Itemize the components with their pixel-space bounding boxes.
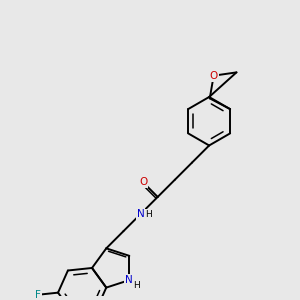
Text: O: O [209,71,218,81]
Text: O: O [139,177,147,187]
Text: N: N [125,275,133,285]
Text: H: H [146,210,152,219]
Text: F: F [34,290,40,300]
Text: N: N [137,209,144,219]
Text: H: H [133,281,140,290]
